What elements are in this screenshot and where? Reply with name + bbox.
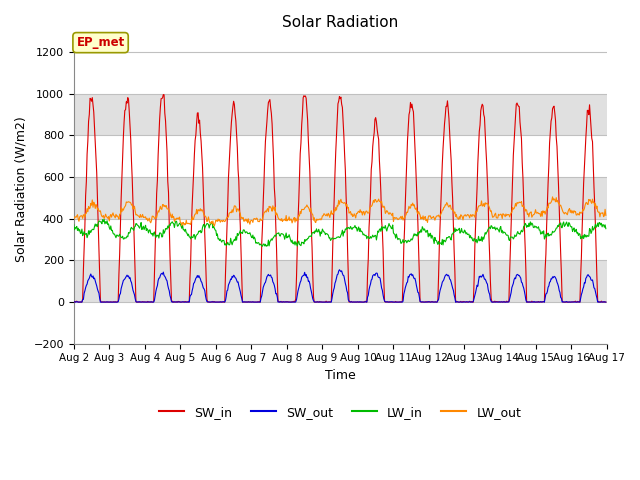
Text: EP_met: EP_met xyxy=(76,36,125,49)
X-axis label: Time: Time xyxy=(324,369,356,382)
Bar xyxy=(74,177,607,219)
Bar xyxy=(74,52,607,94)
Bar xyxy=(74,135,607,177)
Legend: SW_in, SW_out, LW_in, LW_out: SW_in, SW_out, LW_in, LW_out xyxy=(154,401,526,424)
Bar xyxy=(74,94,607,135)
Title: Solar Radiation: Solar Radiation xyxy=(282,15,398,30)
Bar xyxy=(74,302,607,344)
Bar xyxy=(74,219,607,261)
Bar xyxy=(74,261,607,302)
Y-axis label: Solar Radiation (W/m2): Solar Radiation (W/m2) xyxy=(15,117,28,263)
